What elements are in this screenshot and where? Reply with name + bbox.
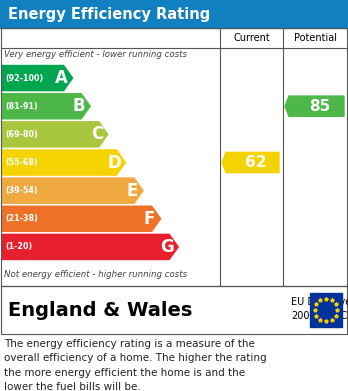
Text: D: D	[108, 154, 121, 172]
Text: C: C	[91, 126, 103, 143]
Polygon shape	[2, 178, 143, 203]
Text: (1-20): (1-20)	[5, 242, 32, 251]
Polygon shape	[222, 152, 279, 173]
Text: Energy Efficiency Rating: Energy Efficiency Rating	[8, 7, 210, 22]
Text: A: A	[55, 69, 68, 87]
Text: E: E	[126, 182, 138, 200]
Polygon shape	[2, 122, 108, 147]
Text: F: F	[144, 210, 155, 228]
Bar	[310, 293, 342, 327]
Polygon shape	[2, 234, 178, 260]
Polygon shape	[2, 150, 125, 175]
Bar	[1, 28, 347, 286]
Polygon shape	[285, 96, 344, 117]
Polygon shape	[2, 206, 160, 231]
Text: (81-91): (81-91)	[5, 102, 38, 111]
Bar	[0, 0, 348, 28]
Text: EU Directive
2002/91/EC: EU Directive 2002/91/EC	[291, 298, 348, 321]
Text: (21-38): (21-38)	[5, 214, 38, 223]
Text: 62: 62	[245, 155, 266, 170]
Text: G: G	[160, 238, 174, 256]
Text: Not energy efficient - higher running costs: Not energy efficient - higher running co…	[4, 270, 187, 279]
Text: (55-68): (55-68)	[5, 158, 38, 167]
Text: Potential: Potential	[294, 33, 337, 43]
Polygon shape	[2, 66, 73, 91]
Text: (92-100): (92-100)	[5, 74, 43, 83]
Text: Very energy efficient - lower running costs: Very energy efficient - lower running co…	[4, 50, 187, 59]
Text: (39-54): (39-54)	[5, 186, 38, 195]
Text: (69-80): (69-80)	[5, 130, 38, 139]
Text: B: B	[73, 97, 86, 115]
Text: 85: 85	[309, 99, 330, 114]
Text: Current: Current	[233, 33, 270, 43]
Text: The energy efficiency rating is a measure of the
overall efficiency of a home. T: The energy efficiency rating is a measur…	[4, 339, 267, 391]
Bar	[1, 286, 347, 334]
Polygon shape	[2, 93, 90, 119]
Text: England & Wales: England & Wales	[8, 301, 192, 319]
